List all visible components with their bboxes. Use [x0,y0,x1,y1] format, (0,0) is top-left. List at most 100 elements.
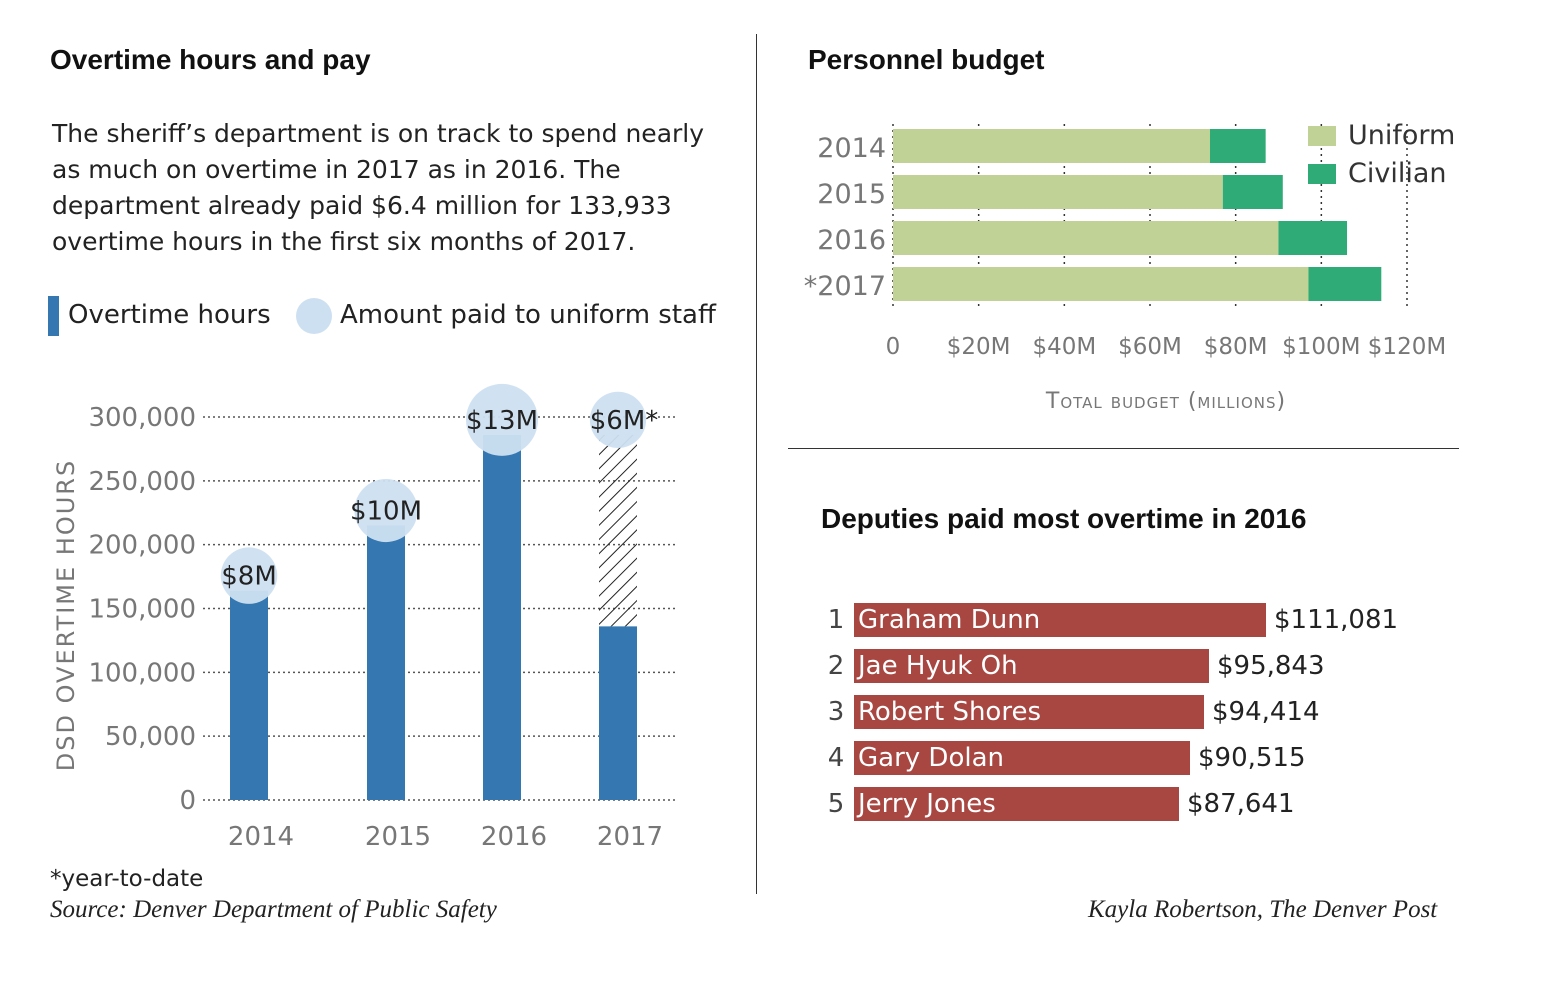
deputy-row: 3 Robert Shores $94,414 [818,692,1320,732]
budget-x-ticks: 0 $20M $40M $60M $80M $100M $120M [886,334,1447,360]
budget-bar-uniform [893,267,1309,301]
credit-note: Kayla Robertson, The Denver Post [1088,896,1438,923]
intro-line: department already paid $6.4 million for… [52,191,672,220]
deputy-rank: 2 [827,651,845,681]
legend-label-uniform: Uniform [1348,120,1455,151]
pay-bubble [589,391,647,448]
category-label: 2016 [817,225,886,256]
deputy-row: 5 Jerry Jones $87,641 [818,784,1295,824]
budget-category-labels: 2014 2015 2016 *2017 [804,133,886,302]
deputy-row: 1 Graham Dunn $111,081 [818,600,1398,640]
budget-bar-civilian [1209,129,1266,163]
x-tick-label: $100M [1282,334,1360,360]
footnote: *year-to-date [50,866,204,892]
deputy-amount: $95,843 [1217,651,1325,681]
deputy-name: Jerry Jones [858,789,996,819]
intro-paragraph: The sheriff’s department is on track to … [52,116,752,260]
projected-bar-2017 [599,434,637,627]
deputy-bar: Jerry Jones [854,787,1179,821]
x-tick-label: $20M [947,334,1011,360]
overtime-bubbles: $8M $10M $13M $6M* [220,383,659,604]
deputy-amount: $111,081 [1274,605,1399,635]
deputies-chart-title: Deputies paid most overtime in 2016 [821,503,1307,534]
overtime-chart: 0 50,000 100,000 150,000 200,000 250,000 300,0… [52,383,678,852]
legend-swatch-uniform [1308,126,1336,146]
y-tick-label: 300,000 [88,403,196,433]
x-tick-label: $60M [1118,334,1182,360]
source-note: Source: Denver Department of Public Safe… [50,896,497,923]
overtime-y-axis-label: DSD OVERTIME HOURS [52,459,80,771]
budget-bar-civilian [1308,267,1382,301]
overtime-bar [367,525,405,800]
budget-bar-uniform [893,129,1210,163]
legend-amount-paid: Amount paid to uniform staff [340,300,716,330]
y-tick-label: 150,000 [88,595,196,625]
y-tick-label: 50,000 [105,722,196,752]
budget-chart-title: Personnel budget [808,44,1045,75]
budget-legend: Uniform Civilian [1308,120,1455,189]
x-tick-label: 0 [886,334,901,360]
deputy-amount: $94,414 [1212,697,1320,727]
y-tick-label: 250,000 [88,467,196,497]
deputy-amount: $90,515 [1198,743,1306,773]
overtime-bars [230,434,637,800]
deputy-name: Graham Dunn [858,605,1041,635]
deputy-rank: 1 [827,605,845,635]
pay-bubble [354,478,418,543]
budget-chart: 2014 2015 2016 *2017 0 $20M $40M $60M $80M $100M… [804,120,1456,414]
intro-line: The sheriff’s department is on track to … [52,119,705,148]
x-tick-label: 2017 [597,822,663,852]
budget-bar-uniform [893,175,1223,209]
deputy-name: Gary Dolan [858,743,1004,773]
legend-bar-swatch [48,296,59,336]
y-tick-label: 0 [179,786,196,816]
deputy-name: Jae Hyuk Oh [858,651,1018,681]
pay-bubble-label: $8M [221,562,277,592]
deputy-name: Robert Shores [858,697,1042,727]
deputy-row: 4 Gary Dolan $90,515 [818,738,1306,778]
category-label: 2014 [817,133,886,164]
pay-bubble-label: $13M [466,406,538,436]
x-tick-label: 2016 [481,822,547,852]
budget-bar-civilian [1278,221,1348,255]
x-tick-label: 2015 [365,822,431,852]
deputy-rank: 5 [827,789,845,819]
deputy-rank: 4 [827,743,845,773]
legend-label-civilian: Civilian [1348,158,1447,189]
overtime-bar [599,626,637,800]
pay-bubble-label: $6M* [590,406,659,436]
budget-bars [893,129,1382,301]
overtime-bar [483,434,521,800]
deputy-bar: Gary Dolan [854,741,1190,775]
horizontal-divider [788,448,1459,449]
deputy-rank: 3 [827,697,845,727]
deputy-bar: Jae Hyuk Oh [854,649,1209,683]
budget-bar-uniform [893,221,1279,255]
overtime-x-ticks: 2014 2015 2016 2017 [228,822,663,852]
budget-x-axis-label: Total budget (millions) [1045,389,1286,414]
pay-bubble [466,383,538,456]
budget-bar-civilian [1222,175,1283,209]
deputy-bar: Graham Dunn [854,603,1266,637]
pay-bubble-label: $10M [350,497,422,527]
legend-swatch-civilian [1308,164,1336,184]
overtime-bar [230,590,268,800]
y-tick-label: 100,000 [88,658,196,688]
x-tick-label: $40M [1032,334,1096,360]
overtime-y-ticks: 0 50,000 100,000 150,000 200,000 250,000 300,0… [88,403,196,816]
x-tick-label: 2014 [228,822,294,852]
x-tick-label: $80M [1204,334,1268,360]
y-tick-label: 200,000 [88,531,196,561]
intro-line: as much on overtime in 2017 as in 2016. … [52,155,621,184]
deputy-row: 2 Jae Hyuk Oh $95,843 [818,646,1325,686]
pay-bubble [220,547,278,604]
deputy-amount: $87,641 [1187,789,1295,819]
deputy-bar: Robert Shores [854,695,1204,729]
legend-bubble-swatch [296,298,332,334]
category-label: 2015 [817,179,886,210]
legend-overtime-hours: Overtime hours [68,300,271,330]
category-label: *2017 [804,271,886,302]
x-tick-label: $120M [1368,334,1446,360]
vertical-divider [756,34,757,894]
overtime-chart-title: Overtime hours and pay [50,44,371,75]
